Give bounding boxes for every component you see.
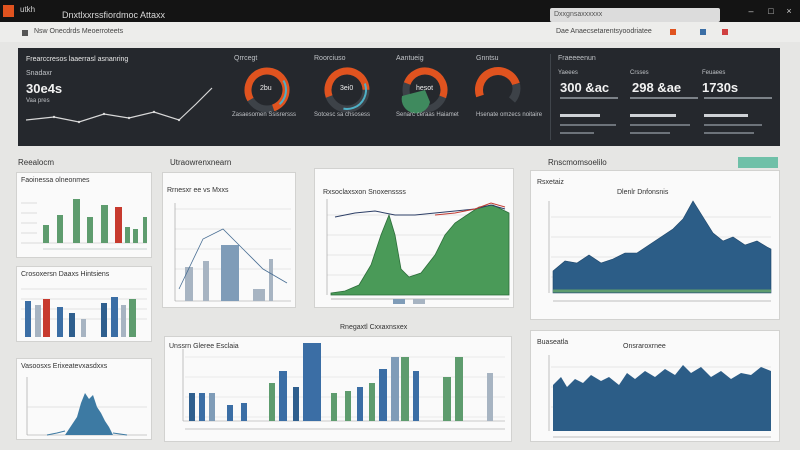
panel-bars-2: Crosoxersn Daaxs Hintsiens (16, 266, 152, 342)
panel-bars-4: Unssrn Gleree Esclaia (164, 336, 512, 442)
area-chart-3 (548, 355, 771, 438)
app-name: utkh (20, 5, 36, 14)
panel-1-title: Faoinessa olneonmes (21, 177, 90, 184)
gauge-4 (475, 67, 521, 103)
gauge-4-caption: Hsenate omzecs noitaire (476, 112, 543, 118)
stat-1-label: Yaeees (558, 70, 578, 76)
stat-2-value: 298 &ae (632, 80, 682, 95)
gauge-2-caption: Sotcesc sa chsosess (314, 112, 371, 118)
panel-7-title: Unssrn Gleree Esclaia (169, 343, 239, 350)
kpi-sparkline (25, 87, 213, 124)
bar-chart-1 (21, 199, 147, 250)
panel-3-title: Vasoosxs Erixeatevxasdxxs (21, 363, 108, 370)
minimize-button[interactable]: – (748, 6, 754, 16)
close-button[interactable]: × (786, 6, 792, 16)
panel-area: Rxsoclaxsxon Snoxenssss (314, 168, 514, 308)
stat-3-label: Feuaees (702, 70, 726, 76)
gauge-3 (401, 67, 448, 114)
panel-6-title: Rsxetaiz (537, 179, 564, 186)
section-mid-label: Utraowrenxnearn (170, 158, 232, 167)
gauge-3-center: hesot (416, 85, 434, 92)
kpi-main-label: Frearccresos laaerrasl asnanring (26, 56, 129, 63)
notification-icon[interactable] (722, 29, 728, 35)
gauge-1-caption: Zasaesomen Ssisrersss (232, 112, 297, 118)
panel-6-subtitle: Dlenlr Dnfonsnis (617, 189, 669, 196)
gauge-4-title: Gnntsu (476, 55, 499, 62)
gauge-3-title: Aantueig (396, 55, 424, 62)
maximize-button[interactable]: □ (768, 6, 774, 16)
panel-bars-1: Faoinessa olneonmes (16, 172, 152, 258)
panel-area-2: Rsxetaiz Dlenlr Dnfonsnis (530, 170, 780, 320)
kpi-divider (550, 54, 551, 140)
area-chart-2 (548, 200, 772, 302)
gauge-1-center: 2bu (260, 85, 272, 92)
kpi-main-value: 30e4s (26, 81, 63, 96)
panel-8-title: Buaseatla (537, 339, 569, 346)
area-legend (393, 299, 425, 304)
panel-area-3: Buaseatla Onsraroxrnee (530, 330, 780, 442)
gauge-2 (324, 67, 370, 113)
gauge-2-title: Roorciuso (314, 55, 346, 62)
alert-icon[interactable] (670, 29, 676, 35)
gauge-2-center: 3ei0 (340, 85, 354, 92)
bar-chart-4 (182, 343, 505, 430)
stats-header: Fraeeeenun (558, 55, 596, 62)
panel-5-title: Rxsoclaxsxon Snoxenssss (323, 189, 406, 196)
histogram-chart (26, 377, 147, 436)
app-icon[interactable] (3, 5, 14, 17)
stat-3-value: 1730s (702, 80, 739, 95)
kpi-main-note: Vaa pres (26, 98, 50, 104)
toolbar: Nsw Onecdrds Meoerroteets Dae Anaecsetar… (0, 22, 800, 42)
area-chart (326, 199, 510, 300)
bar-chart-2 (21, 288, 147, 337)
panel-bars-3: Rrnesxr ee vs Mxxs (162, 172, 296, 308)
window-title: Dnxtlxxrssfiordmoc Attaxx (62, 10, 166, 20)
stat-2-label: Crsses (630, 70, 649, 76)
panel-histogram: Vasoosxs Erixeatevxasdxxs (16, 358, 152, 440)
gauge-3-caption: Senarc ceraas Haiamet (396, 112, 459, 118)
user-icon[interactable] (700, 29, 706, 35)
bar-chart-3 (174, 203, 291, 302)
search-input[interactable]: Dxxgnsaxxxxxx (550, 8, 720, 22)
section-mid-bottom-label: Rnegaxtl Cxxaxnsxex (340, 324, 408, 331)
filter-button[interactable] (738, 157, 778, 168)
window-titlebar: utkh Dnxtlxxrssfiordmoc Attaxx Dxxgnsaxx… (0, 0, 800, 22)
section-right-label: Rnscmomsoelilo (548, 158, 607, 167)
gauge-1 (244, 67, 290, 113)
kpi-main-sub: Snadaxr (26, 70, 53, 77)
stats-bars (560, 97, 772, 134)
panel-8-subtitle: Onsraroxrnee (623, 343, 666, 350)
gauge-1-title: Qrrcegt (234, 55, 258, 62)
menu-icon[interactable] (22, 30, 28, 36)
panel-2-title: Crosoxersn Daaxs Hintsiens (21, 271, 110, 278)
panel-4-title: Rrnesxr ee vs Mxxs (167, 187, 229, 194)
kpi-band: Frearccresos laaerrasl asnanring Snadaxr… (18, 48, 780, 146)
breadcrumb[interactable]: Nsw Onecdrds Meoerroteets (34, 28, 124, 35)
toolbar-link[interactable]: Dae Anaecsetarentsyoodriatee (556, 28, 652, 35)
stat-1-value: 300 &ac (560, 80, 610, 95)
section-left-label: Reealocm (18, 158, 55, 167)
